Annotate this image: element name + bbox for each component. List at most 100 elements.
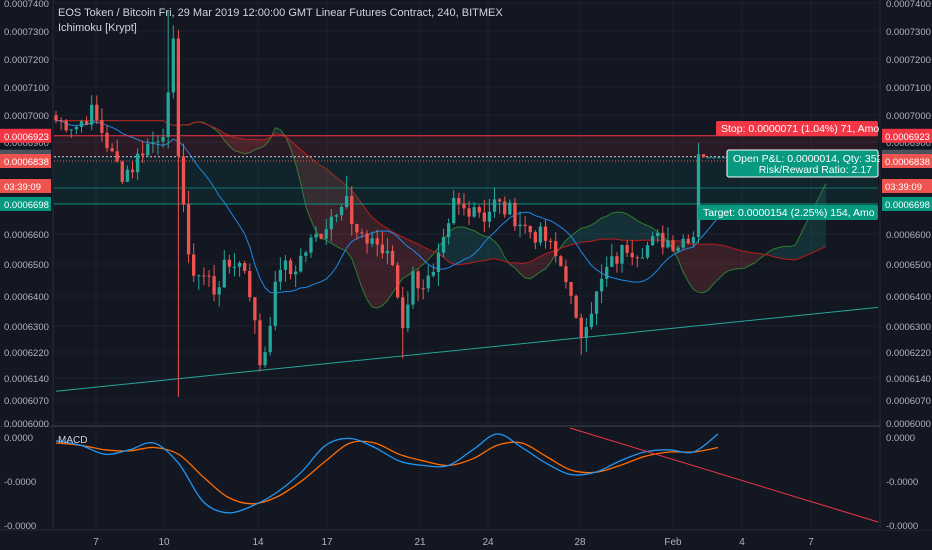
candle-body (329, 216, 334, 230)
candle-body (421, 288, 425, 290)
candle-body (324, 229, 328, 239)
price-label-text: 0.0006838 (4, 157, 49, 168)
left-price-label (0, 179, 51, 193)
cloud-segment (474, 230, 480, 263)
right-price-tick: 0.0006140 (886, 374, 931, 385)
cloud-segment (234, 137, 240, 153)
candle-body (401, 297, 405, 329)
cloud-segment (611, 212, 617, 240)
candle-body (141, 153, 145, 156)
support-trendline[interactable] (55, 306, 879, 392)
cloud-segment (713, 244, 719, 284)
senkou-span-b-line (56, 120, 827, 266)
candle-body (686, 238, 690, 244)
time-tick-label: 7 (808, 537, 814, 548)
candle-body (462, 203, 466, 209)
trendline-group[interactable] (55, 306, 879, 392)
left-price-tick: 0.0006900 (4, 138, 49, 149)
candle-body (197, 275, 201, 277)
candle-body (411, 271, 415, 305)
candle-body (513, 202, 517, 227)
candle-body (390, 250, 395, 266)
stop-zone[interactable] (54, 135, 878, 157)
candle-body (589, 313, 594, 328)
left-axis-bg (0, 0, 52, 426)
candle-body (248, 270, 252, 298)
cloud-segment (729, 247, 735, 271)
candle-body (299, 255, 303, 272)
candle-body (676, 247, 680, 251)
cloud-segment (616, 212, 623, 241)
cloud-segment (249, 139, 255, 153)
left-price-tick: 0.0006500 (4, 260, 49, 271)
left-price-tick: 0.0007400 (4, 0, 49, 10)
candle-body (227, 259, 232, 267)
cloud-segment (591, 221, 597, 242)
cloud-segment (535, 256, 541, 276)
candle-body (309, 237, 313, 253)
kijun-sen-line (56, 120, 725, 294)
candle-body (559, 256, 563, 267)
cloud-segment (525, 261, 531, 279)
candle-body (115, 151, 119, 162)
candle-body (212, 276, 216, 295)
candle-body (304, 252, 308, 256)
candle-body (232, 266, 237, 268)
candle-body (554, 241, 558, 257)
cloud-segment (418, 244, 424, 269)
ichimoku-lines (56, 120, 827, 309)
price-label-text: 03:39:09 (885, 182, 922, 193)
cloud-segment (377, 221, 383, 309)
cloud-segment (412, 241, 419, 272)
cloud-segment (540, 253, 546, 272)
candle-body (100, 120, 104, 133)
cloud-segment (382, 225, 388, 306)
pnl-text: Open P&L: 0.0000014, Qty: 352 (733, 153, 883, 165)
candle-body (594, 291, 599, 314)
candle-body (712, 157, 716, 159)
cloud-segment (622, 212, 628, 241)
candle-body (640, 257, 645, 259)
cloud-segment (606, 213, 612, 240)
candle-body (487, 211, 492, 222)
cloud-segment (627, 214, 633, 241)
macd-left-tick: -0.0000 (4, 521, 36, 532)
candle-body (334, 215, 339, 217)
time-axis[interactable]: 7 10 14 17 21 24 28 Feb 4 7 (93, 537, 814, 548)
candle-body (477, 207, 481, 213)
macd-right-tick: 0.0000 (886, 433, 915, 444)
candle-body (630, 252, 634, 258)
candle-body (319, 233, 323, 239)
cloud-segment (361, 203, 368, 300)
cloud-segment (407, 239, 413, 276)
cloud-segment (718, 244, 724, 279)
cloud-segment (321, 166, 327, 241)
candle-body (533, 232, 537, 243)
candle-body (707, 157, 711, 159)
candle-body (79, 121, 84, 127)
left-price-tick: 0.0006070 (4, 396, 49, 407)
candle-body (375, 238, 379, 245)
candle-body (151, 142, 155, 144)
candle-body (426, 275, 430, 289)
candle-body (431, 271, 436, 276)
cloud-segment (693, 243, 699, 293)
candle-body (599, 278, 604, 292)
candle-body (436, 252, 441, 272)
right-price-tick: 0.0006600 (886, 230, 931, 241)
candle-body (620, 245, 624, 264)
price-label-text: 0.0006923 (885, 132, 930, 143)
macd-trendline[interactable] (569, 427, 879, 523)
cloud-segment (545, 252, 551, 269)
candle-body (497, 199, 502, 202)
candle-body (95, 104, 99, 121)
cloud-segment (367, 211, 373, 308)
indicator-legend: Ichimoku [Krypt] (58, 22, 137, 34)
price-axes[interactable]: 0.0007400 0.0007400 0.0007300 0.0007300 0.00… (0, 0, 932, 532)
price-label-text: 0.0006698 (4, 200, 49, 211)
candle-body (701, 154, 706, 158)
candle-body (288, 260, 293, 275)
candle-body (605, 266, 609, 279)
